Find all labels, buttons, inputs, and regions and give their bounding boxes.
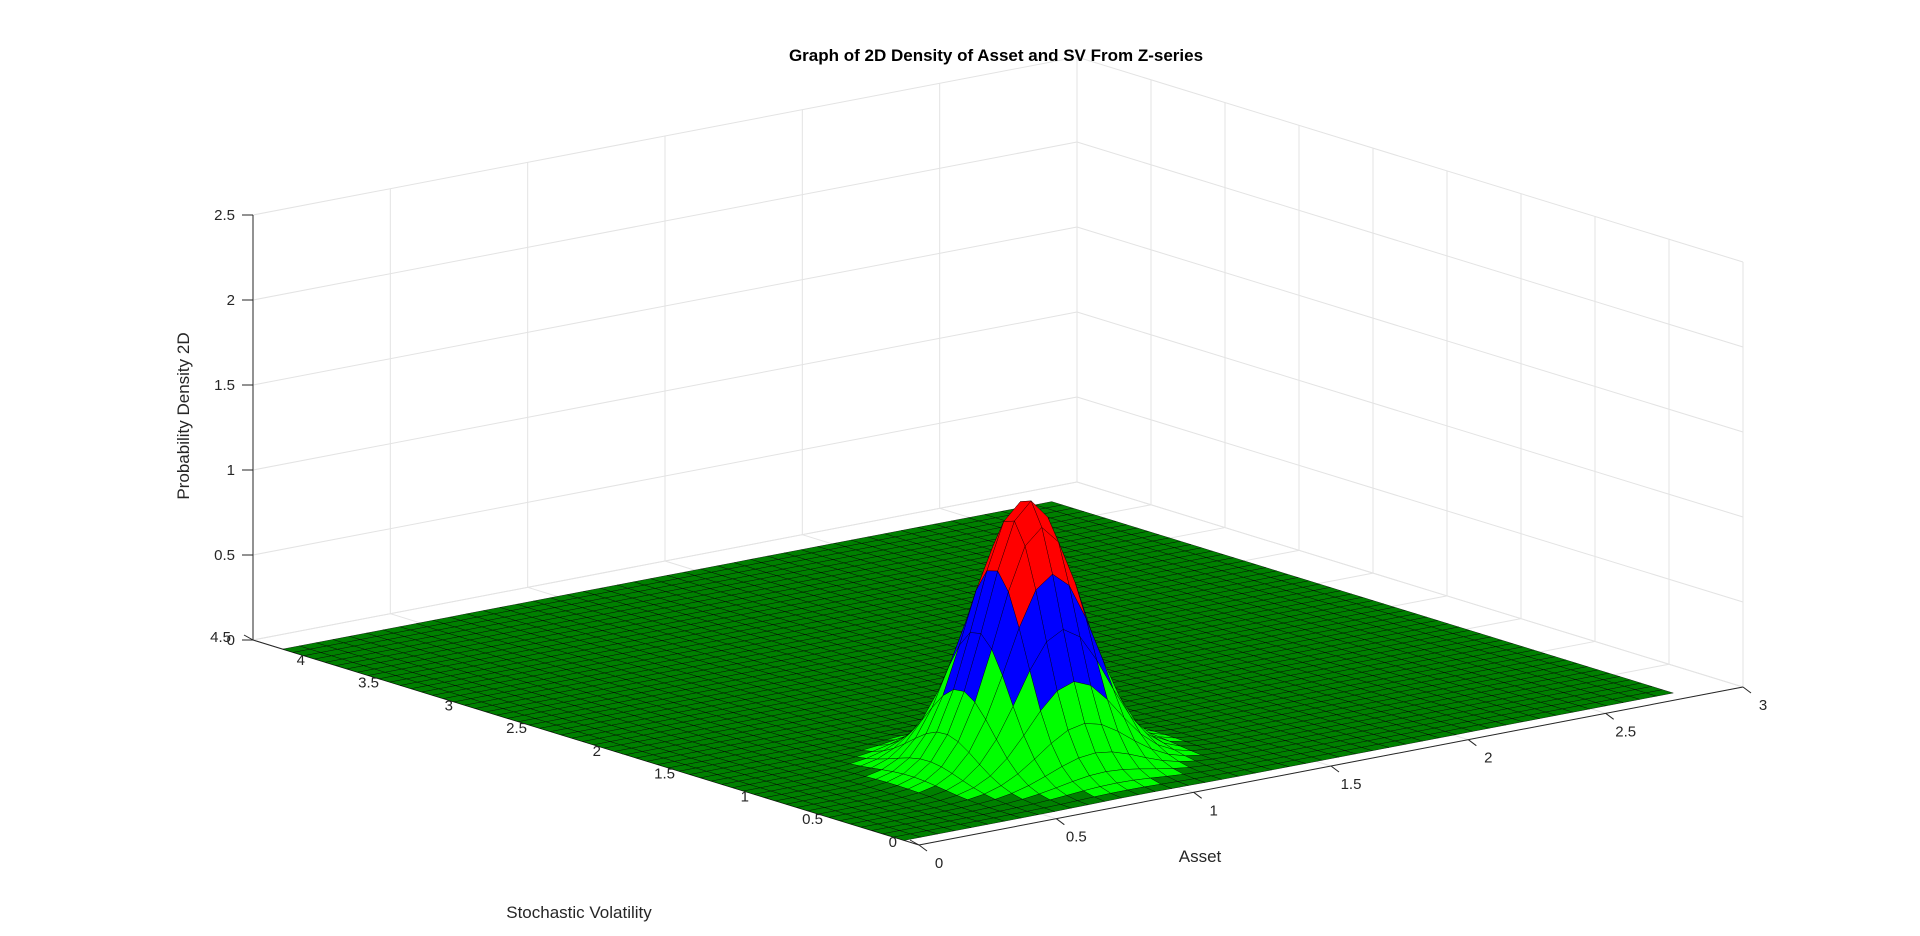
grid-line — [1076, 311, 1744, 518]
x-tick-label: 0.5 — [1066, 829, 1087, 846]
y-axis-label: Stochastic Volatility — [506, 903, 652, 922]
y-tick-label: 2 — [593, 743, 601, 760]
z-tick-label: 1 — [227, 462, 235, 479]
grid-line — [1076, 141, 1744, 348]
y-tick-label: 3.5 — [358, 675, 379, 692]
y-tick-label: 1.5 — [654, 766, 675, 783]
z-tick-label: 1.5 — [214, 377, 235, 394]
x-tick-label: 2 — [1484, 750, 1492, 767]
x-tick-mark — [1330, 765, 1340, 773]
x-tick-label: 3 — [1759, 697, 1767, 714]
y-tick-label: 4 — [297, 652, 305, 669]
y-tick-label: 0.5 — [802, 811, 823, 828]
grid-line — [1076, 396, 1744, 603]
y-tick-label: 1 — [741, 788, 749, 805]
z-tick-label: 2.5 — [214, 207, 235, 224]
y-tick-mark — [909, 839, 920, 846]
grid-line — [1076, 226, 1744, 433]
x-tick-label: 2.5 — [1615, 723, 1636, 740]
x-tick-mark — [1468, 739, 1477, 747]
x-tick-mark — [1193, 791, 1202, 799]
z-tick-label: 0 — [227, 632, 235, 649]
y-tick-mark — [243, 634, 254, 641]
x-tick-label: 0 — [935, 855, 943, 872]
x-tick-label: 1.5 — [1341, 776, 1362, 793]
z-axis-label: Probability Density 2D — [174, 332, 193, 499]
z-tick-label: 2 — [227, 292, 235, 309]
z-tick-label: 0.5 — [214, 547, 235, 564]
chart-title: Graph of 2D Density of Asset and SV From… — [789, 46, 1203, 65]
x-tick-mark — [918, 844, 928, 852]
x-tick-label: 1 — [1209, 802, 1217, 819]
grid-line — [252, 481, 1078, 641]
y-tick-label: 3 — [445, 697, 453, 714]
tick-labels: 00.511.522.5300.511.522.533.544.500.511.… — [210, 207, 1767, 872]
x-axis-label: Asset — [1179, 847, 1222, 866]
y-tick-label: 4.5 — [210, 629, 231, 646]
y-tick-label: 0 — [889, 834, 897, 851]
grid-line — [1076, 56, 1744, 263]
y-tick-label: 2.5 — [506, 720, 527, 737]
surface-patch — [893, 833, 921, 841]
x-tick-mark — [1742, 686, 1752, 694]
x-tick-mark — [1056, 818, 1065, 826]
grid-line — [1076, 481, 1744, 688]
x-tick-mark — [1605, 712, 1614, 720]
surface-plot — [282, 500, 1674, 841]
